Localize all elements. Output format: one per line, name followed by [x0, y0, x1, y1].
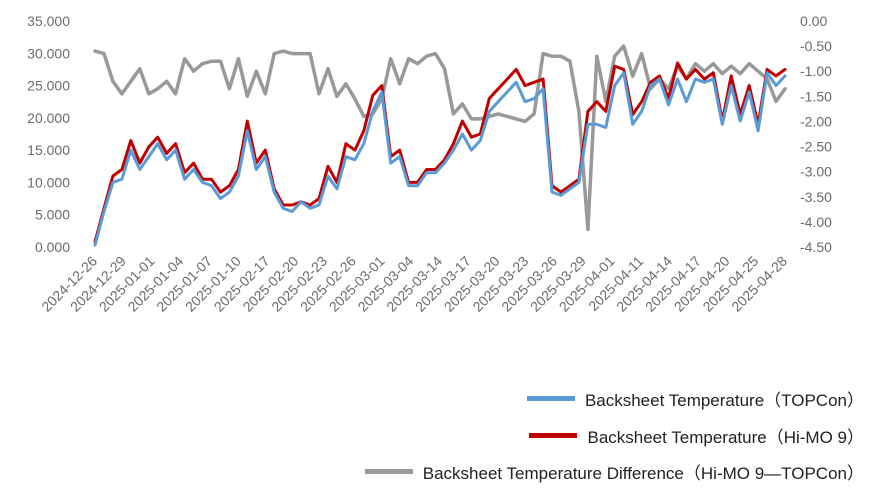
y-right-tick-label: -4.00 — [800, 214, 832, 230]
y-left-tick-label: 35.000 — [27, 13, 70, 29]
y-right-tick-label: -1.50 — [800, 88, 832, 104]
legend-swatch-topcon — [526, 395, 575, 401]
series-group — [93, 44, 787, 247]
y-left-tick-label: 0.000 — [35, 239, 70, 255]
legend-swatch-himo9 — [529, 432, 578, 438]
legend-item-topcon: Backsheet Temperature（TOPCon） — [526, 386, 864, 410]
y-right-tick-label: -3.50 — [800, 189, 832, 205]
legend-label-himo9: Backsheet Temperature（Hi-MO 9） — [587, 427, 864, 447]
y-right-tick-label: -4.50 — [800, 239, 832, 255]
series-line-himo9 — [93, 61, 787, 244]
legend-item-himo9: Backsheet Temperature（Hi-MO 9） — [529, 423, 864, 447]
y-left-tick-label: 20.000 — [27, 110, 70, 126]
y-right-tick-label: -2.50 — [800, 139, 832, 155]
y-right-tick-label: -1.00 — [800, 63, 832, 79]
y-left-tick-label: 30.000 — [27, 45, 70, 61]
legend-swatch-difference — [364, 468, 413, 474]
series-line-difference — [93, 44, 787, 232]
chart-area: 0.000 5.000 10.000 15.000 20.000 25.000 30.000… — [27, 13, 833, 315]
legend: Backsheet Temperature（TOPCon） Backsheet … — [0, 370, 888, 494]
series-line-topcon — [93, 71, 787, 247]
y-left-tick-label: 5.000 — [35, 207, 70, 223]
left-axis: 0.000 5.000 10.000 15.000 20.000 25.000 30.000… — [27, 13, 70, 255]
y-right-tick-label: 0.00 — [800, 13, 827, 29]
line-chart: 0.000 5.000 10.000 15.000 20.000 25.000 30.000… — [27, 13, 832, 315]
y-right-tick-label: -0.50 — [800, 38, 832, 54]
y-left-tick-label: 10.000 — [27, 174, 70, 190]
legend-label-topcon: Backsheet Temperature（TOPCon） — [584, 390, 864, 410]
legend-label-difference: Backsheet Temperature Difference（Hi-MO 9… — [422, 463, 864, 483]
right-axis: 0.00 -0.50 -1.00 -1.50 -2.00 -2.50 -3.00 -3.50 -… — [800, 13, 832, 255]
y-right-tick-label: -2.00 — [800, 113, 832, 129]
y-left-tick-label: 15.000 — [27, 142, 70, 158]
legend-item-difference: Backsheet Temperature Difference（Hi-MO 9… — [364, 459, 864, 483]
y-right-tick-label: -3.00 — [800, 164, 832, 180]
y-left-tick-label: 25.000 — [27, 78, 70, 94]
x-axis: 2024-12-262024-12-292025-01-012025-01-04… — [38, 253, 790, 315]
